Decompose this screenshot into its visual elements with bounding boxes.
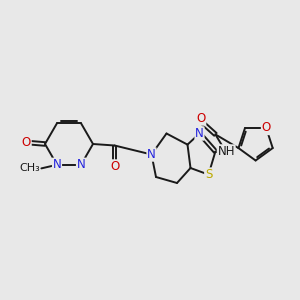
Text: N: N <box>147 148 156 161</box>
Text: CH₃: CH₃ <box>20 164 40 173</box>
Text: O: O <box>196 112 206 125</box>
Text: O: O <box>262 122 271 134</box>
Text: N: N <box>195 127 204 140</box>
Text: N: N <box>52 158 62 171</box>
Text: O: O <box>22 136 31 149</box>
Text: NH: NH <box>218 145 235 158</box>
Text: S: S <box>205 168 212 181</box>
Text: N: N <box>76 158 85 171</box>
Text: O: O <box>110 160 119 173</box>
